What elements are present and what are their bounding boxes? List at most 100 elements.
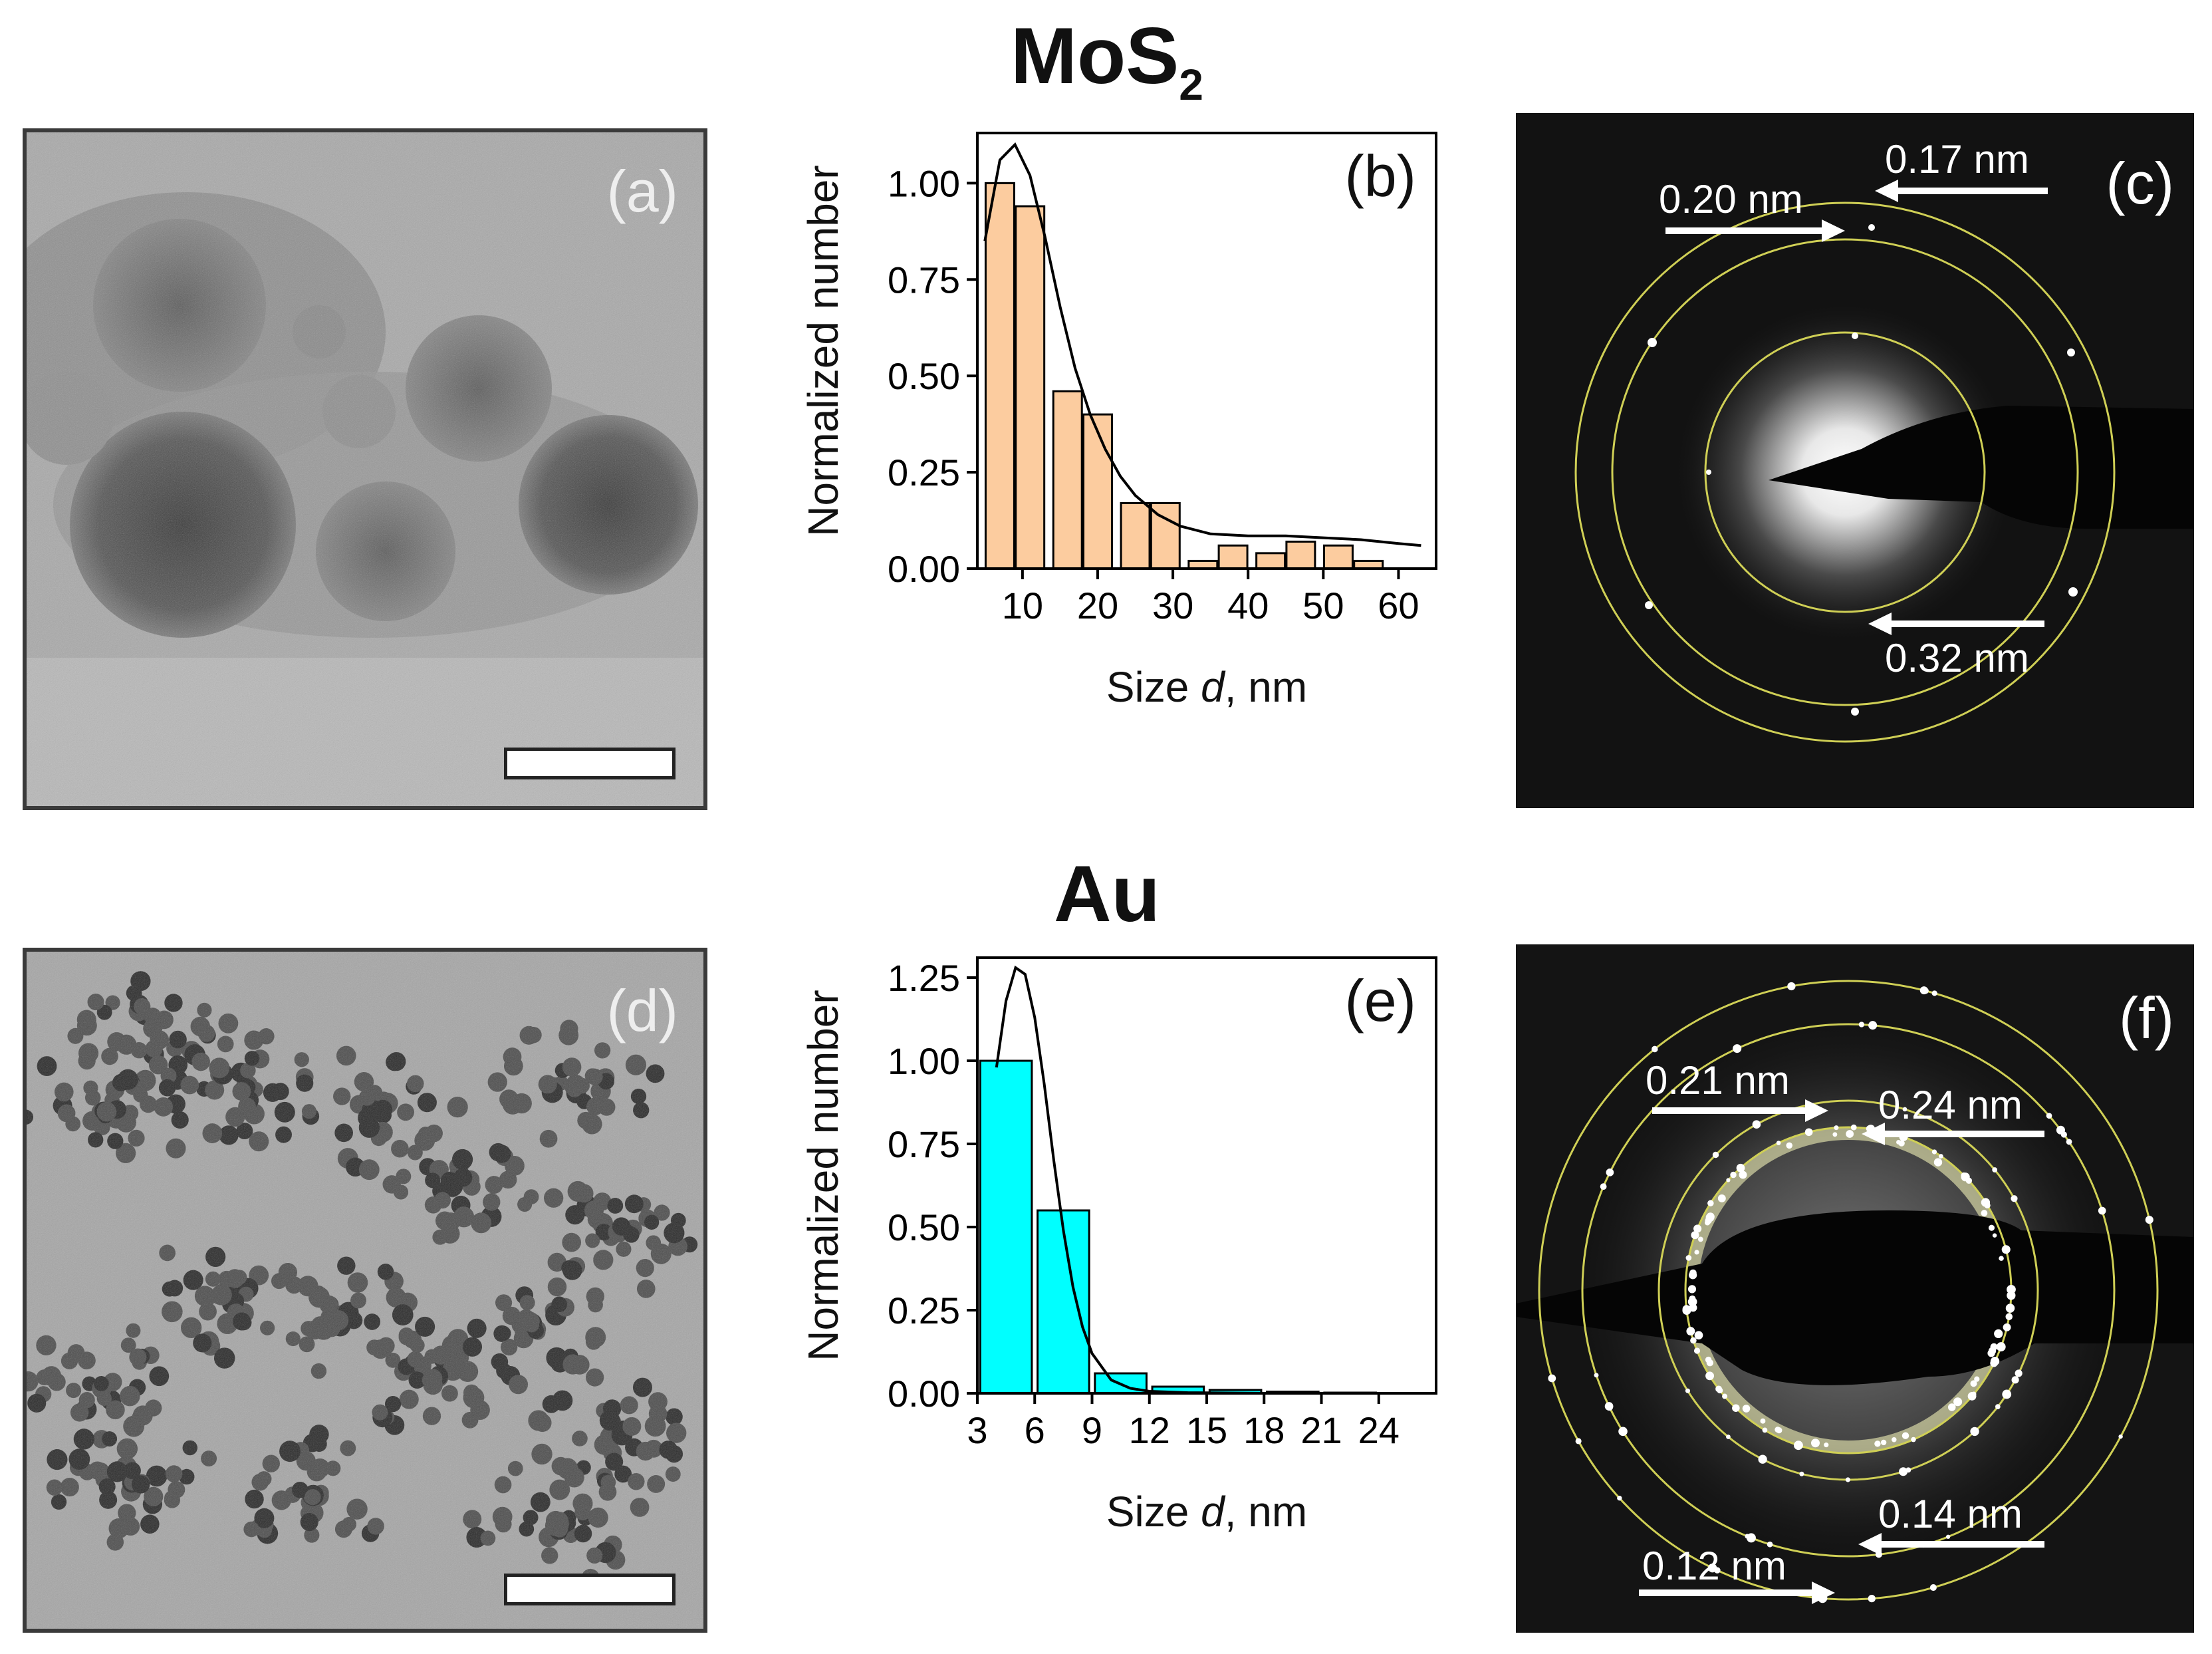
- diffraction-spot: [1787, 982, 1796, 991]
- annotation-032: 0.32 nm: [1885, 636, 2029, 680]
- diffraction-spot: [1892, 1437, 1897, 1443]
- panel-f-saed: 0.21 nm 0.24 nm 0.14 nm 0.12 nm (f): [1516, 944, 2194, 1633]
- panel-e-chart: 0.00 0.25 0.50 0.75 1.00 1.25 3 6 9 12 15 18 21 24 Siz…: [778, 944, 1449, 1603]
- diffraction-spot: [1690, 1337, 1697, 1344]
- diffraction-spot: [1575, 1438, 1582, 1445]
- diffraction-spot: [1694, 1250, 1699, 1255]
- diffraction-spot: [1945, 1534, 1951, 1539]
- diffraction-spot: [1832, 1132, 1838, 1137]
- diffraction-ring-outer: [1574, 202, 2116, 743]
- panel-label-a: (a): [606, 158, 678, 224]
- diffraction-spot: [1685, 1255, 1692, 1261]
- diffraction-spot: [1600, 1183, 1607, 1190]
- panel-label-c: (c): [2106, 150, 2174, 216]
- diffraction-spot: [1990, 1357, 2000, 1366]
- diffraction-spot: [1746, 1533, 1756, 1543]
- diffraction-spot: [1846, 1130, 1854, 1138]
- diffraction-spot: [2001, 1245, 2011, 1254]
- diffraction-spot: [1762, 1427, 1768, 1433]
- beam-stopper: [1769, 406, 2194, 529]
- diffraction-spot: [1730, 1171, 1737, 1178]
- arrow-021: [1652, 1099, 1828, 1122]
- diffraction-spot: [1712, 1151, 1719, 1159]
- diffraction-spot: [1717, 1387, 1723, 1394]
- diffraction-spot: [2098, 1206, 2106, 1215]
- panel-label-f: (f): [2118, 985, 2174, 1051]
- diffraction-spot: [1688, 1285, 1696, 1294]
- x-tick-label: 20: [1077, 585, 1118, 626]
- histogram-bar: [1120, 501, 1151, 570]
- diffraction-spot: [1931, 990, 1937, 996]
- tem-image-a: [27, 132, 703, 806]
- diffraction-spot: [1810, 1439, 1820, 1448]
- diffraction-spot: [1933, 1158, 1943, 1167]
- arrow-024: [1862, 1123, 2044, 1145]
- panel-label: (b): [1344, 143, 1416, 209]
- diffraction-spot: [1742, 1405, 1751, 1413]
- diffraction-spot: [1726, 1178, 1731, 1182]
- diffraction-spots: [1548, 982, 2153, 1603]
- scale-bar: [504, 1574, 676, 1605]
- tem-image-d: [27, 952, 703, 1629]
- diffraction-spot: [1682, 1306, 1691, 1315]
- histogram-bar: [984, 182, 1015, 570]
- y-tick-label: 0.75: [888, 1123, 960, 1165]
- diffraction-spot: [1722, 1393, 1728, 1399]
- diffraction-ring-4: [1538, 980, 2159, 1601]
- diffraction-spot: [2046, 1113, 2052, 1119]
- diffraction-spot: [1786, 1142, 1793, 1149]
- diffraction-spot: [2005, 1304, 2015, 1313]
- panel-label-d: (d): [606, 978, 678, 1043]
- arrow-012: [1639, 1582, 1835, 1604]
- chart-b-svg: 0.00 0.25 0.50 0.75 1.00 10 20 30 40 50 60 Size d, …: [799, 132, 1437, 711]
- diffraction-spot: [1594, 1373, 1599, 1378]
- diffraction-spot: [1714, 1567, 1721, 1574]
- x-tick-label: 12: [1129, 1409, 1170, 1451]
- annotation-020: 0.20 nm: [1659, 177, 1803, 221]
- diffraction-spot: [1767, 1541, 1773, 1548]
- panel-d-tem-image: (d): [23, 948, 707, 1633]
- diffraction-spot: [2002, 1389, 2012, 1399]
- diffraction-spot: [1824, 1443, 1829, 1448]
- x-tick-label: 21: [1300, 1409, 1342, 1451]
- x-tick-label: 30: [1152, 585, 1193, 626]
- histogram-bar: [1322, 544, 1354, 570]
- annotation-024: 0.24 nm: [1878, 1083, 2023, 1127]
- histogram-bar: [1082, 413, 1113, 570]
- histogram-bar: [1255, 552, 1287, 570]
- diffraction-spot: [1970, 1427, 1979, 1437]
- y-axis-label: Normalized number: [799, 165, 847, 536]
- diffraction-spot: [1845, 1477, 1851, 1482]
- diffraction-spot: [1974, 1376, 1980, 1382]
- diffraction-spot: [1970, 1380, 1977, 1387]
- saed-pattern-f: 0.21 nm 0.24 nm 0.14 nm 0.12 nm: [1516, 944, 2194, 1633]
- annotation-017: 0.17 nm: [1885, 137, 2029, 182]
- y-axis-label: Normalized number: [799, 990, 847, 1361]
- y-tick-label: 0.50: [888, 355, 960, 397]
- diffraction-spot: [1990, 1343, 1998, 1351]
- diffraction-spot: [1902, 1107, 1907, 1112]
- x-tick-label: 24: [1358, 1409, 1400, 1451]
- diffraction-spot: [1689, 1269, 1697, 1277]
- diffraction-spot: [1794, 1441, 1803, 1450]
- diffraction-spot: [2066, 1139, 2072, 1145]
- diffraction-spot: [1726, 1435, 1731, 1439]
- annotation-014: 0.14 nm: [1878, 1492, 2023, 1536]
- diffraction-spot: [1868, 1021, 1878, 1030]
- x-tick-label: 10: [1002, 585, 1043, 626]
- x-tick-label: 18: [1243, 1409, 1285, 1451]
- diffraction-spot: [1967, 1391, 1977, 1401]
- diffraction-spot: [1736, 1163, 1745, 1172]
- diffraction-spot: [2011, 1376, 2019, 1384]
- diffraction-spot: [2011, 1195, 2018, 1202]
- diffraction-spot: [1938, 1154, 1943, 1159]
- histogram-bar: [1015, 205, 1046, 570]
- diffraction-spot: [1799, 1471, 1804, 1476]
- y-tick-label: 1.00: [888, 1040, 960, 1082]
- x-tick-label: 60: [1378, 585, 1419, 626]
- histogram-bar: [1037, 1209, 1090, 1395]
- x-tick-label: 3: [967, 1409, 987, 1451]
- diffraction-spots: [1645, 224, 2078, 716]
- diffraction-spot: [1705, 1371, 1715, 1381]
- arrow-032: [1868, 613, 2044, 635]
